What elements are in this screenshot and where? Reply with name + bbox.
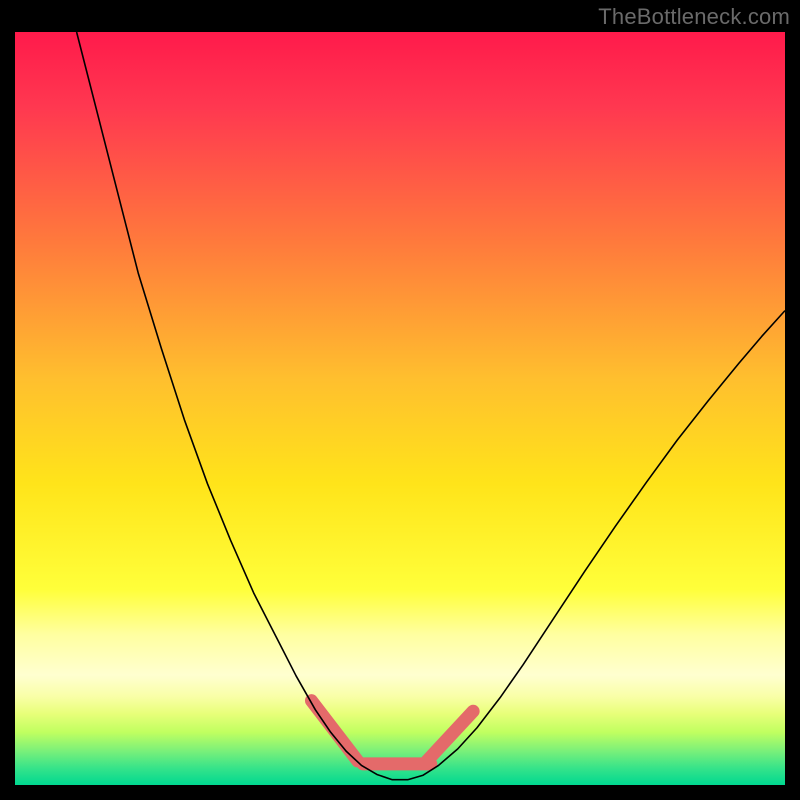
plot-area [15,32,785,785]
chart-root: TheBottleneck.com [0,0,800,800]
highlight-segment [427,711,473,761]
curve-layer [15,32,785,785]
highlight-band [311,701,473,764]
watermark-label: TheBottleneck.com [598,4,790,30]
bottleneck-curve [77,32,785,780]
highlight-segment [311,701,357,761]
